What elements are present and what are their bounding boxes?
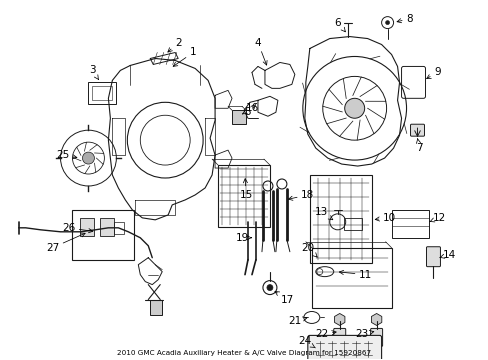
Text: 26: 26 bbox=[62, 223, 93, 233]
FancyBboxPatch shape bbox=[426, 247, 440, 267]
Circle shape bbox=[344, 98, 364, 118]
Bar bbox=[88, 82, 116, 104]
Bar bbox=[232, 110, 245, 124]
Bar bbox=[92, 86, 112, 100]
Text: 11: 11 bbox=[339, 270, 371, 280]
Bar bbox=[391, 210, 428, 238]
Bar bbox=[150, 300, 162, 315]
Text: 8: 8 bbox=[396, 14, 412, 24]
Bar bbox=[81, 218, 94, 236]
Bar bbox=[218, 165, 269, 227]
Text: 23: 23 bbox=[354, 329, 373, 339]
FancyBboxPatch shape bbox=[333, 328, 345, 346]
Bar bbox=[309, 175, 371, 263]
Text: 16: 16 bbox=[242, 103, 258, 114]
Circle shape bbox=[266, 285, 272, 291]
Text: 7: 7 bbox=[415, 139, 422, 153]
Text: 18: 18 bbox=[288, 190, 314, 200]
Text: 25: 25 bbox=[56, 150, 77, 160]
Text: 2: 2 bbox=[167, 37, 181, 52]
Text: 21: 21 bbox=[287, 316, 306, 327]
Text: 5: 5 bbox=[244, 105, 255, 117]
Text: 4: 4 bbox=[254, 37, 266, 65]
Text: 1: 1 bbox=[173, 48, 196, 66]
Text: 13: 13 bbox=[314, 207, 332, 220]
FancyBboxPatch shape bbox=[370, 328, 382, 346]
FancyBboxPatch shape bbox=[307, 336, 381, 360]
Text: 2010 GMC Acadia Auxiliary Heater & A/C Valve Diagram for 15920867: 2010 GMC Acadia Auxiliary Heater & A/C V… bbox=[117, 350, 370, 356]
Text: 15: 15 bbox=[239, 179, 252, 200]
Text: 3: 3 bbox=[89, 66, 98, 80]
Text: 19: 19 bbox=[235, 233, 251, 243]
Text: 14: 14 bbox=[439, 250, 455, 260]
Text: 12: 12 bbox=[429, 213, 445, 223]
Bar bbox=[114, 222, 124, 234]
Text: 22: 22 bbox=[314, 329, 335, 339]
Bar bbox=[343, 218, 361, 230]
Text: 27: 27 bbox=[46, 233, 85, 253]
Circle shape bbox=[385, 21, 389, 24]
FancyBboxPatch shape bbox=[410, 124, 424, 136]
Text: 6: 6 bbox=[334, 18, 345, 32]
Circle shape bbox=[82, 152, 94, 164]
Text: 10: 10 bbox=[374, 213, 395, 223]
Bar bbox=[72, 210, 134, 260]
Text: 17: 17 bbox=[274, 292, 294, 305]
Text: 9: 9 bbox=[426, 67, 440, 78]
Text: 24: 24 bbox=[298, 336, 315, 348]
Text: 20: 20 bbox=[301, 243, 317, 257]
Bar bbox=[100, 218, 114, 236]
Bar bbox=[311, 248, 391, 307]
